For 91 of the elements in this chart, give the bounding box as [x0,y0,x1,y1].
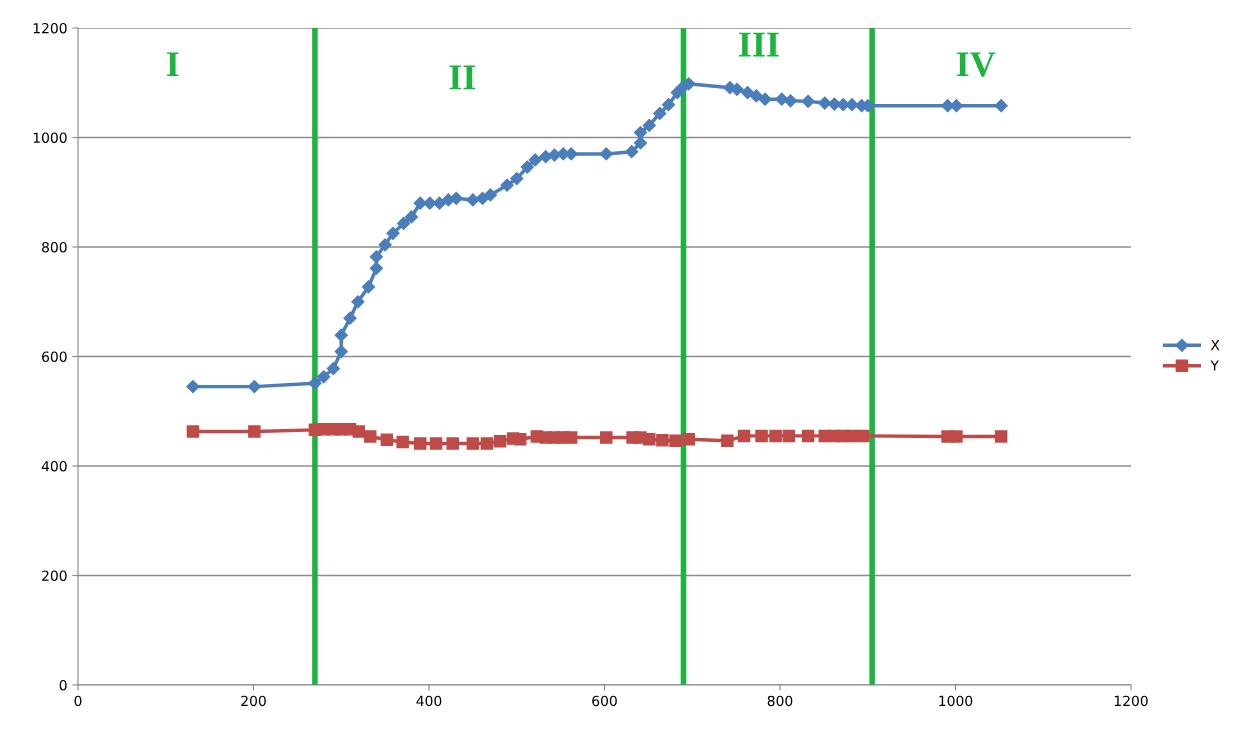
point [186,380,200,394]
annotation: IV [956,52,996,77]
point [343,311,357,325]
point [643,432,656,446]
point [520,160,534,174]
point [386,226,400,240]
x-tick-label: 200 [241,695,266,707]
point [656,434,669,447]
y-tick-label: 200 [42,570,67,581]
legend-label: Y [1210,360,1219,371]
point [994,99,1008,113]
point [950,430,963,443]
y-tick-label: 400 [41,460,67,472]
point [432,196,447,210]
y-tick-label: 1000 [33,132,67,143]
point [326,361,340,376]
point [661,98,676,112]
point [369,261,383,275]
point [363,430,377,443]
point [514,432,527,446]
point [475,191,490,205]
point [186,425,200,438]
point [248,425,261,438]
point [633,136,648,150]
point [396,435,409,449]
x-tick-label: 400 [416,695,442,707]
x-tick-label: 0 [74,695,82,707]
y-tick-label: 0 [59,679,67,691]
point [308,376,322,390]
point [247,380,261,394]
y-tick-label: 1200 [33,22,67,34]
point [721,434,734,448]
point [642,118,656,133]
point [801,429,815,443]
point [351,295,365,309]
point [749,89,763,103]
point [510,171,524,186]
point [446,437,459,450]
point [653,106,667,120]
point [480,437,494,450]
point [547,148,562,162]
point [836,98,850,112]
x-tick-label: 1000 [939,695,973,707]
point [528,153,542,167]
point [369,250,383,264]
point [466,437,480,450]
x-tick-label: 1200 [1114,695,1148,707]
point [564,431,578,444]
point [352,425,366,438]
point [449,191,463,205]
point [466,193,480,207]
annotation: III [739,32,779,57]
point [625,145,639,159]
point [396,216,411,231]
point [857,429,870,443]
point [755,429,768,443]
point [429,437,443,450]
point [361,280,376,294]
point [818,96,832,110]
point [633,125,648,140]
point [483,188,498,202]
point [334,344,348,359]
y-tick-label: 800 [42,241,67,253]
point [682,77,696,91]
point [994,430,1008,443]
annotation: II [449,65,476,90]
point [845,98,859,112]
point [600,431,613,444]
point [682,432,695,446]
legend-label: X [1210,340,1220,351]
point [413,437,427,450]
x-tick-label: 600 [592,695,617,707]
point [380,433,394,446]
point [782,429,796,443]
point [404,210,419,224]
point [669,434,682,448]
point [317,370,331,384]
point [758,92,772,106]
point [334,328,348,342]
point [730,82,744,96]
y-tick-label: 600 [42,351,67,362]
point [737,429,751,443]
annotation: I [166,52,179,77]
point [493,435,507,448]
point [500,178,514,192]
point [783,94,798,108]
point [769,429,782,443]
x-tick-label: 800 [767,695,793,707]
point [801,94,815,108]
point [378,238,392,252]
point [599,147,613,161]
